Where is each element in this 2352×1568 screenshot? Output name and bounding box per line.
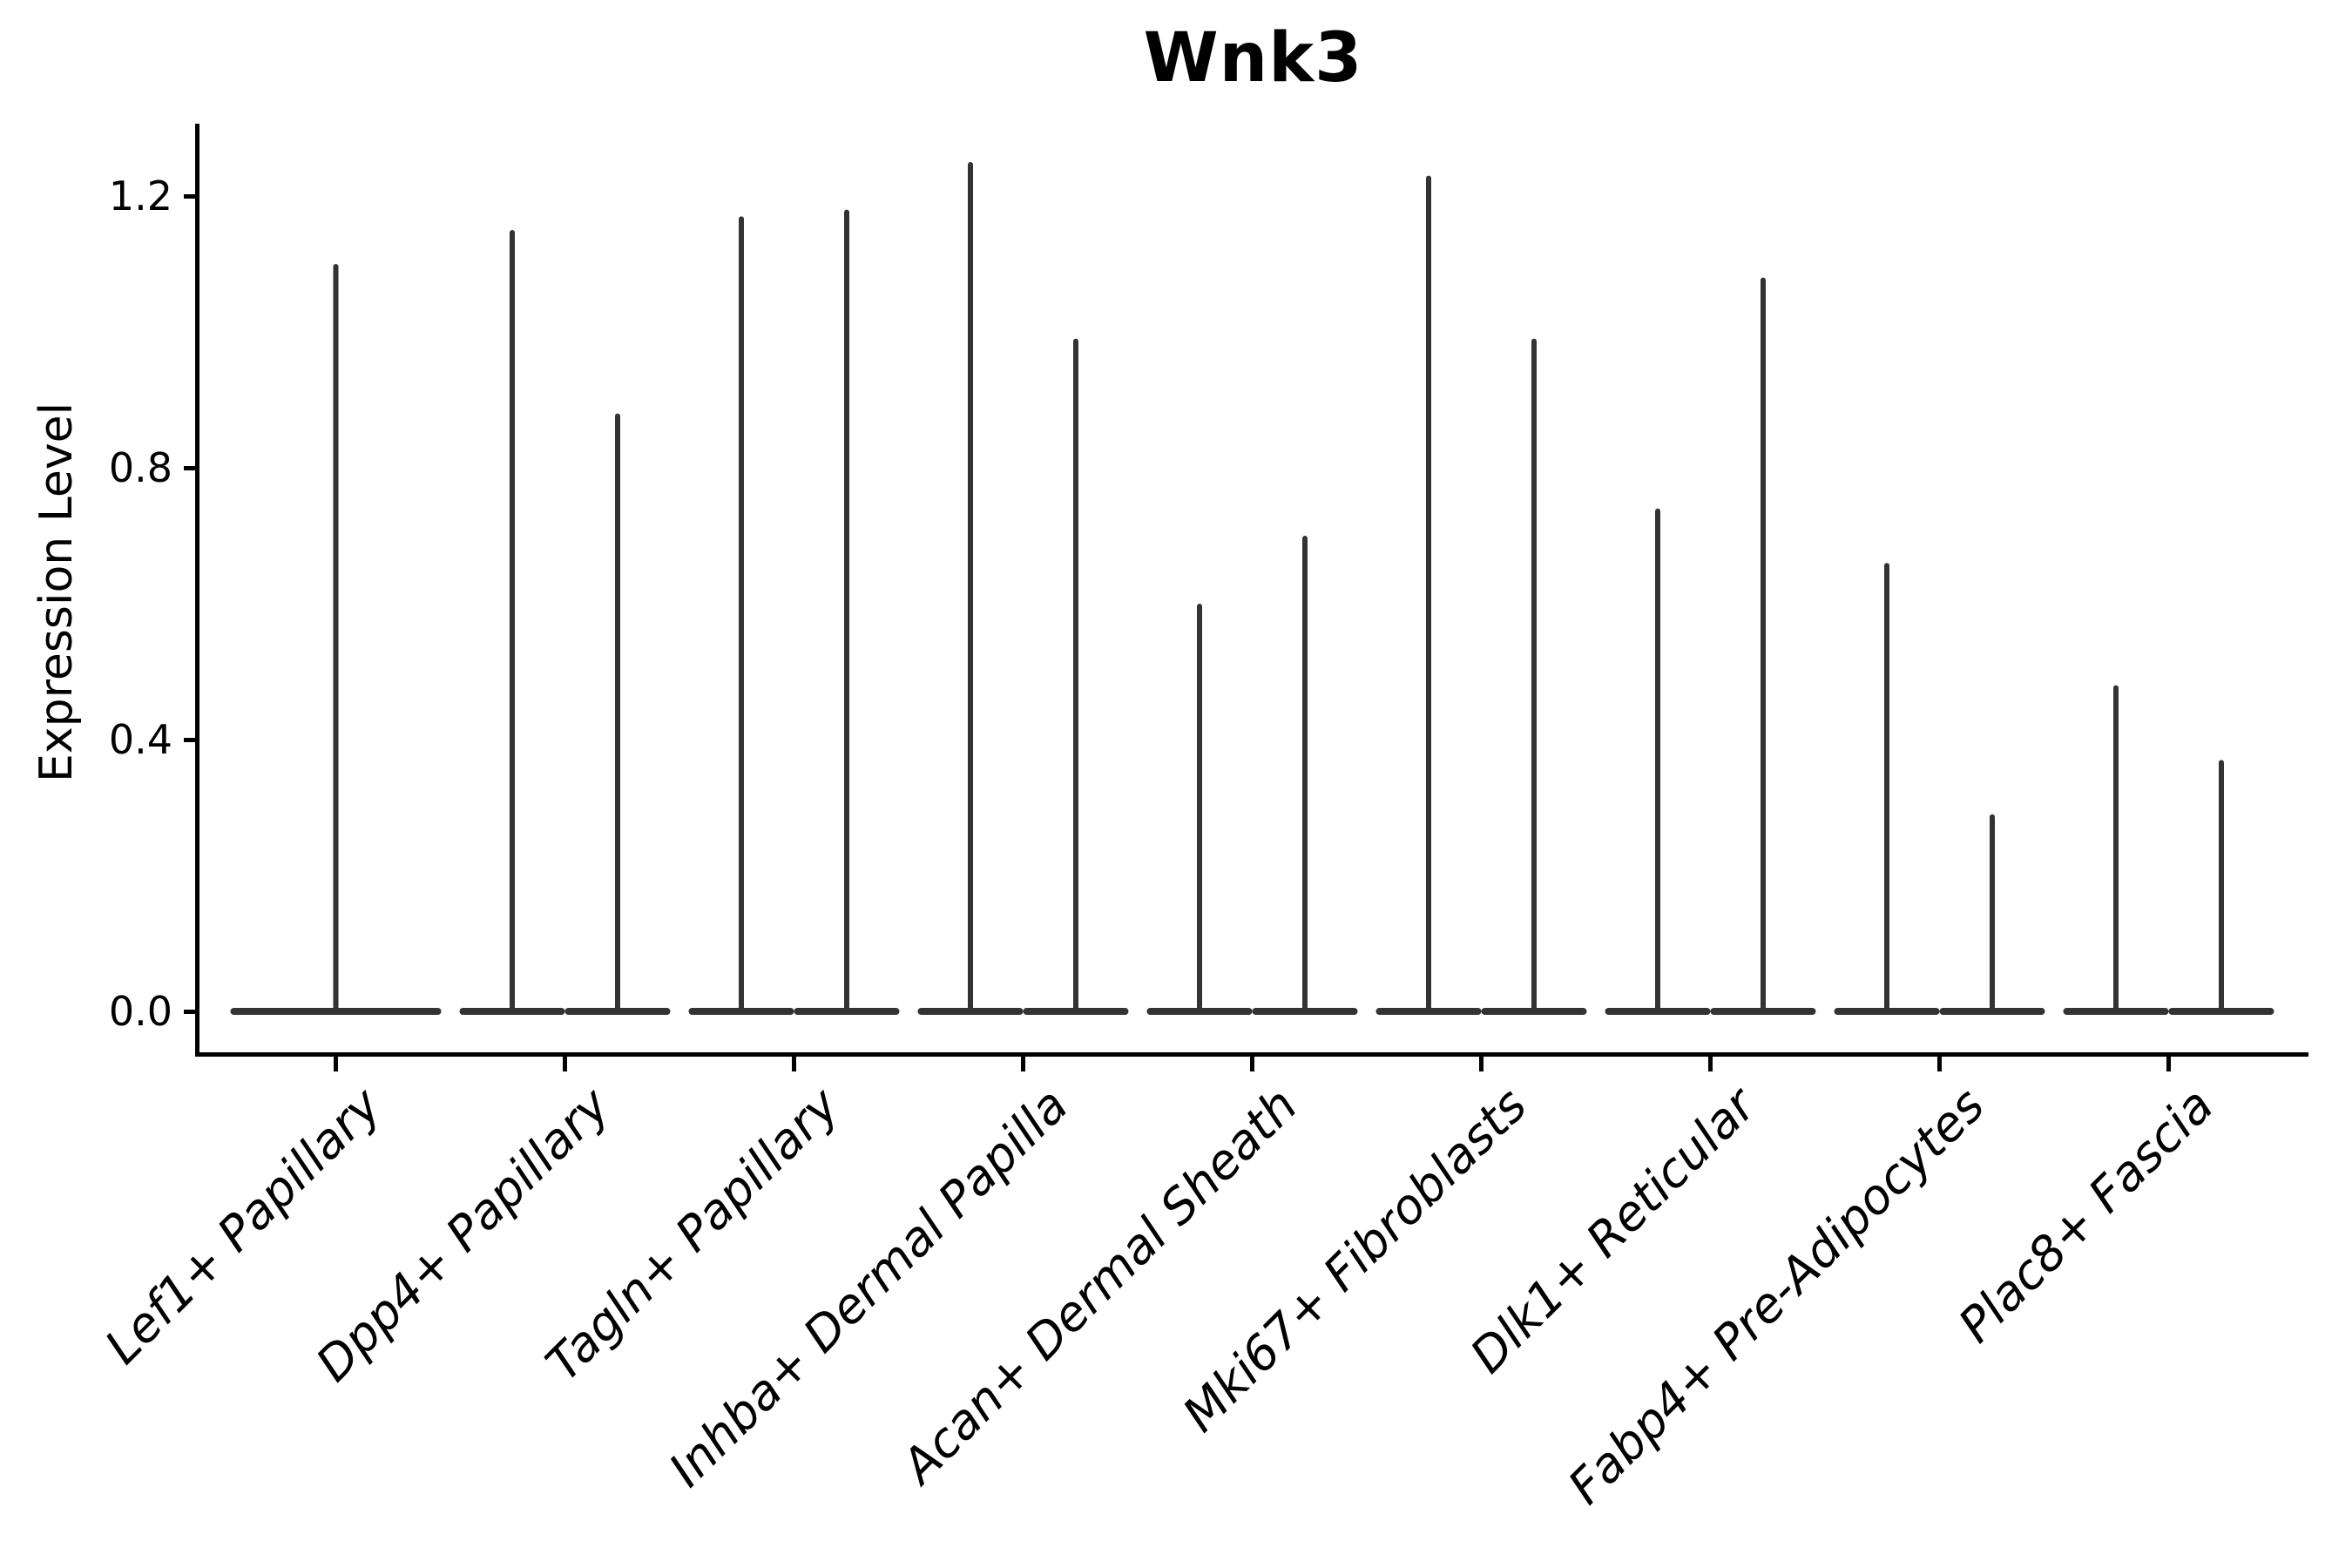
violin bbox=[230, 264, 442, 1015]
y-tick-mark bbox=[184, 465, 198, 470]
y-tick-label: 0.8 bbox=[108, 444, 172, 491]
violin bbox=[794, 209, 900, 1015]
violin bbox=[1605, 508, 1711, 1015]
violin bbox=[1146, 604, 1253, 1015]
violin bbox=[459, 230, 565, 1015]
violin bbox=[1834, 563, 1940, 1015]
x-axis-spine bbox=[195, 1052, 2308, 1057]
violin bbox=[917, 162, 1024, 1015]
plot-title: Wnk3 bbox=[1143, 19, 1363, 98]
violin bbox=[564, 413, 671, 1015]
y-tick-label: 0.4 bbox=[108, 716, 172, 763]
x-tick-mark bbox=[1250, 1056, 1254, 1071]
violin bbox=[1481, 338, 1587, 1015]
x-tick-mark bbox=[334, 1056, 338, 1071]
y-tick-label: 0.0 bbox=[108, 988, 172, 1035]
violin bbox=[2168, 760, 2274, 1015]
violin bbox=[1252, 536, 1358, 1015]
y-tick-label: 1.2 bbox=[108, 172, 172, 220]
y-tick-mark bbox=[184, 1009, 198, 1014]
x-tick-mark bbox=[1708, 1056, 1713, 1071]
violin bbox=[1710, 277, 1816, 1015]
x-tick-mark bbox=[792, 1056, 796, 1071]
y-axis-spine bbox=[195, 124, 199, 1057]
violin bbox=[1939, 814, 2045, 1015]
x-tick-mark bbox=[563, 1056, 567, 1071]
violin bbox=[1023, 338, 1129, 1015]
x-tick-mark bbox=[1021, 1056, 1025, 1071]
y-tick-mark bbox=[184, 193, 198, 199]
violin bbox=[1375, 175, 1482, 1015]
x-tick-mark bbox=[1937, 1056, 1942, 1071]
violin bbox=[688, 216, 794, 1015]
y-tick-mark bbox=[184, 737, 198, 742]
x-tick-mark bbox=[1479, 1056, 1484, 1071]
violin bbox=[2063, 685, 2169, 1015]
x-tick-mark bbox=[2166, 1056, 2171, 1071]
